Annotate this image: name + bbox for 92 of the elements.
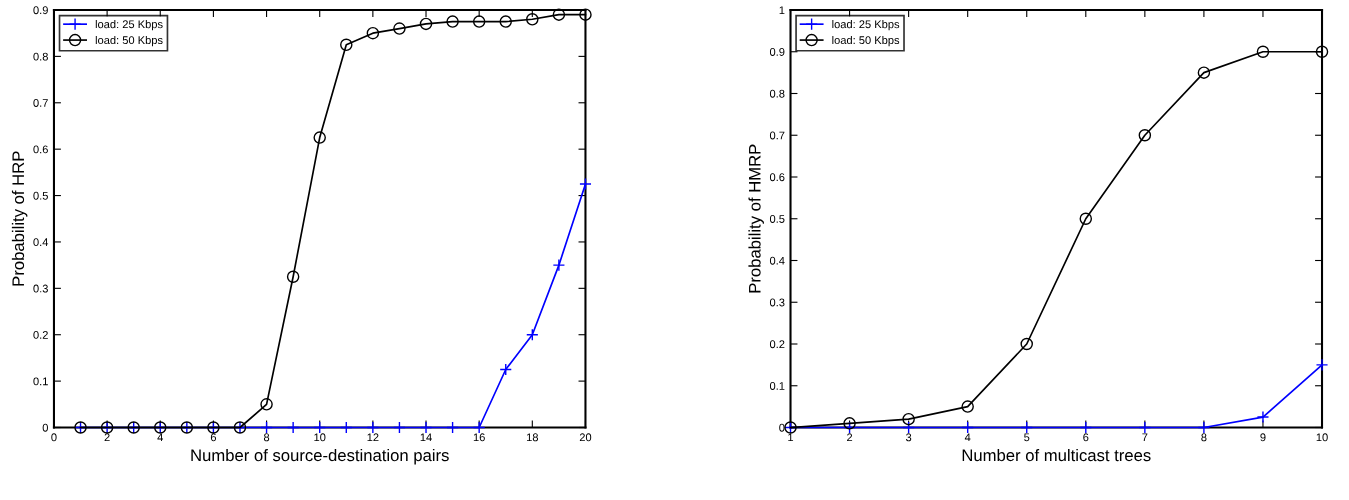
y-tick-label: 0.8: [769, 89, 785, 98]
point: [1138, 421, 1152, 434]
point: [499, 15, 512, 28]
y-tick-label: 0.2: [33, 330, 48, 339]
point: [419, 17, 433, 31]
y-axis-title: Probability of HMRP: [748, 144, 764, 293]
point: [1079, 421, 1093, 434]
y-tick-label: 0.6: [769, 173, 785, 182]
x-tick-label: 2: [847, 433, 853, 442]
y-axis-title: Probability of HRP: [11, 151, 28, 286]
y-tick-label: 0.1: [769, 382, 785, 390]
legend-label: load: 50 Kbps: [95, 35, 163, 47]
point: [313, 421, 326, 434]
x-tick-label: 0: [51, 433, 57, 442]
point: [499, 363, 512, 376]
x-tick-label: 3: [905, 433, 912, 442]
point: [1079, 212, 1093, 226]
point: [1315, 45, 1329, 59]
x-tick-label: 10: [1316, 433, 1328, 442]
x-axis-title: Number of multicast trees: [962, 448, 1151, 462]
x-tick-label: 1: [788, 433, 794, 442]
y-tick-label: 1: [779, 6, 785, 15]
point: [340, 38, 353, 52]
point: [961, 400, 974, 413]
legend-label: load: 25 Kbps: [95, 20, 163, 31]
x-tick-label: 8: [263, 433, 270, 442]
point: [552, 258, 566, 272]
point: [902, 412, 915, 426]
y-tick-label: 0.7: [33, 99, 48, 107]
x-tick-label: 6: [210, 433, 217, 442]
point: [902, 421, 915, 434]
point: [526, 328, 539, 341]
point: [446, 421, 459, 434]
x-tick-label: 14: [420, 433, 432, 442]
point: [1197, 421, 1211, 434]
y-tick-label: 0.5: [769, 215, 785, 223]
point: [579, 177, 592, 191]
y-tick-label: 0.4: [769, 256, 785, 265]
point: [1020, 421, 1033, 434]
legend-label: load: 50 Kbps: [832, 35, 900, 47]
point: [552, 8, 566, 21]
x-tick-label: 4: [157, 433, 164, 442]
y-tick-label: 0.2: [769, 340, 785, 349]
x-tick-label: 12: [367, 433, 379, 442]
y-tick-label: 0: [42, 423, 48, 432]
point: [286, 270, 300, 283]
point: [446, 15, 459, 28]
x-tick-label: 18: [526, 433, 539, 442]
point: [286, 421, 300, 434]
y-tick-label: 0.3: [769, 298, 785, 307]
point: [1138, 128, 1152, 142]
y-tick-label: 0.4: [33, 238, 49, 247]
point: [393, 421, 406, 434]
y-tick-label: 0.1: [33, 377, 48, 386]
point: [366, 26, 380, 40]
point: [419, 421, 433, 434]
point: [526, 13, 539, 26]
point: [1020, 337, 1033, 351]
x-tick-label: 6: [1083, 433, 1089, 442]
point: [1256, 45, 1270, 59]
x-tick-label: 9: [1260, 433, 1266, 442]
x-axis-title: Number of source-destination pairs: [191, 448, 449, 465]
point: [1197, 66, 1211, 79]
x-tick-label: 20: [579, 433, 592, 442]
y-tick-label: 0.9: [769, 48, 785, 56]
x-tick-label: 2: [104, 433, 110, 442]
x-tick-label: 4: [964, 433, 971, 442]
legend-label: load: 25 Kbps: [832, 20, 900, 31]
point: [260, 421, 273, 434]
y-tick-label: 0: [779, 423, 785, 432]
y-tick-label: 0.5: [33, 191, 48, 200]
x-tick-label: 8: [1201, 433, 1207, 442]
y-tick-label: 0.9: [33, 6, 48, 15]
point: [1256, 410, 1270, 424]
y-tick-label: 0.6: [33, 145, 48, 154]
point: [472, 15, 486, 28]
point: [393, 22, 406, 35]
point: [961, 421, 974, 434]
point: [260, 398, 273, 411]
x-tick-label: 10: [314, 433, 326, 442]
y-tick-label: 0.8: [33, 52, 48, 61]
x-tick-label: 7: [1142, 433, 1148, 442]
point: [313, 131, 326, 144]
point: [843, 417, 856, 430]
point: [366, 421, 380, 434]
x-tick-label: 16: [473, 433, 485, 442]
y-tick-label: 0.3: [33, 284, 48, 293]
y-tick-label: 0.7: [769, 131, 785, 140]
x-tick-label: 5: [1024, 433, 1030, 442]
point: [340, 421, 353, 434]
point: [472, 421, 486, 434]
point: [1315, 358, 1329, 372]
